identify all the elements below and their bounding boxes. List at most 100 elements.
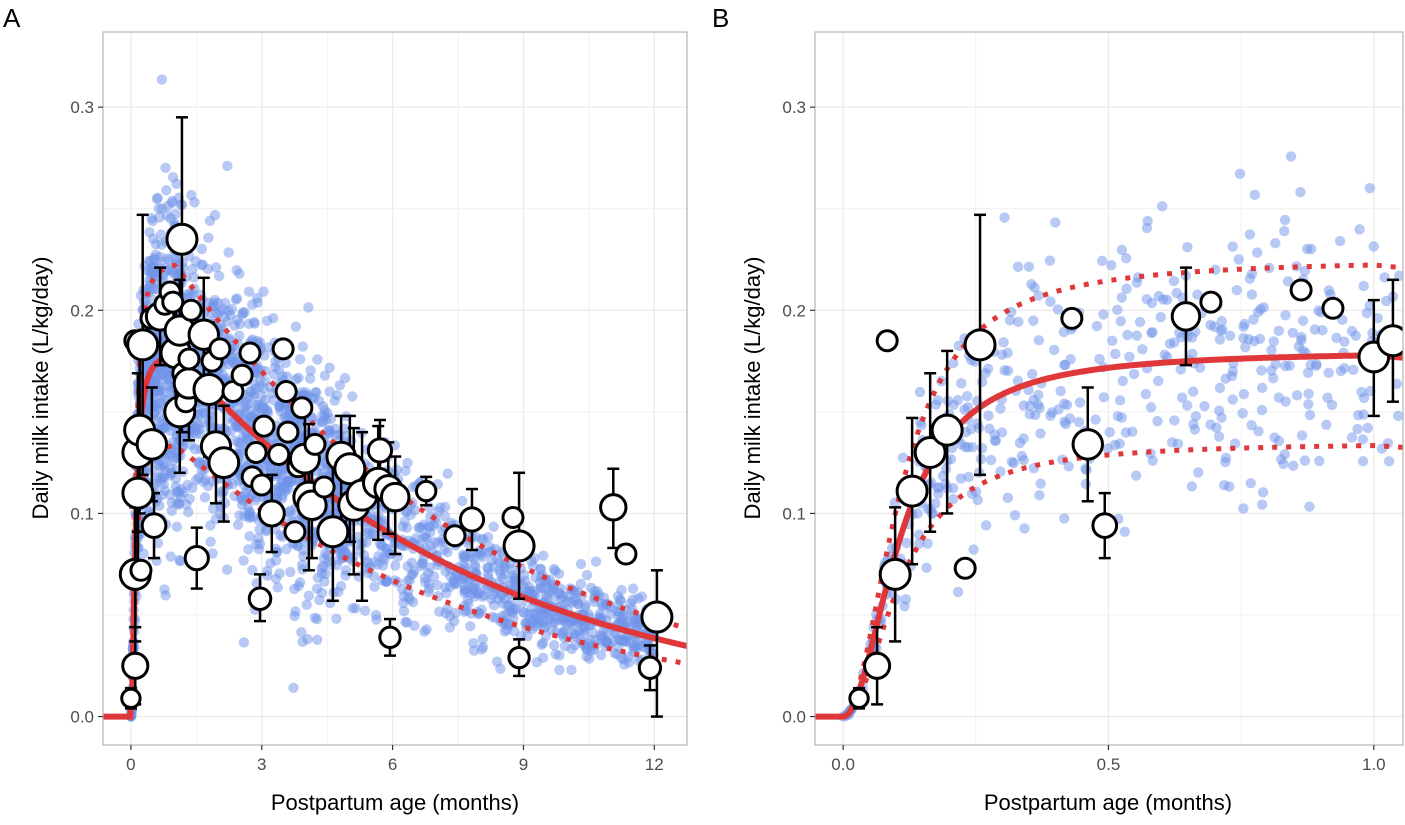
observed-means	[118, 116, 674, 718]
simulated-point	[1279, 225, 1290, 237]
simulated-point	[1013, 316, 1024, 328]
simulated-point	[1121, 283, 1132, 295]
simulated-point	[995, 403, 1006, 414]
simulated-point	[597, 631, 608, 642]
simulated-point	[584, 653, 595, 664]
simulated-point	[371, 614, 382, 625]
simulated-point	[1275, 454, 1287, 465]
simulated-point	[258, 286, 269, 297]
simulated-point	[598, 592, 610, 603]
simulated-point	[1364, 300, 1376, 311]
simulated-point	[369, 581, 380, 592]
simulated-point	[1107, 335, 1118, 346]
simulated-point	[1028, 394, 1039, 406]
fit-lower-band	[103, 443, 687, 720]
simulated-point	[1172, 438, 1184, 450]
simulated-point	[377, 515, 389, 526]
simulated-point	[962, 402, 974, 413]
simulated-point	[1080, 463, 1091, 474]
observed-mean-point	[507, 645, 531, 670]
simulated-point	[1314, 455, 1325, 467]
simulated-point	[616, 635, 627, 646]
simulated-point	[274, 483, 285, 494]
simulated-point	[162, 374, 173, 385]
simulated-point	[272, 582, 283, 593]
simulated-point	[168, 267, 179, 279]
y-tick-label: 0.3	[70, 98, 94, 117]
observed-mean-point	[267, 443, 291, 467]
simulated-point	[999, 212, 1010, 223]
simulated-point	[187, 264, 198, 275]
simulated-point	[1141, 294, 1152, 305]
simulated-point	[1209, 321, 1220, 332]
simulated-point	[1120, 252, 1132, 264]
simulated-point	[1256, 365, 1267, 376]
simulated-point	[1285, 151, 1297, 162]
simulated-point	[1238, 332, 1249, 344]
simulated-point	[1280, 396, 1291, 407]
simulated-point	[1035, 428, 1046, 439]
simulated-point	[1253, 426, 1264, 437]
simulated-point	[1153, 375, 1164, 387]
simulated-point	[1367, 327, 1378, 339]
simulated-point	[1012, 261, 1024, 273]
panel-label-a: A	[3, 3, 21, 33]
simulated-point	[1140, 388, 1152, 400]
simulated-point	[1061, 399, 1073, 411]
simulated-point	[440, 607, 451, 619]
simulated-point	[1157, 201, 1168, 212]
simulated-point	[579, 625, 590, 636]
simulated-point	[1116, 412, 1127, 423]
simulated-point	[1110, 348, 1121, 360]
observed-mean-point	[333, 452, 367, 486]
observed-mean-point	[135, 428, 169, 461]
simulated-point	[1186, 481, 1197, 492]
simulated-point	[323, 555, 334, 567]
observed-mean-point	[378, 625, 402, 649]
observed-mean-point	[179, 298, 203, 322]
observed-mean-point	[599, 493, 628, 522]
simulated-point	[320, 414, 332, 425]
simulated-point	[1321, 419, 1332, 430]
simulated-point	[1026, 279, 1037, 290]
observed-mean-point	[250, 473, 274, 497]
simulated-point	[947, 493, 959, 505]
simulated-point	[1252, 247, 1263, 258]
simulated-point	[1146, 327, 1157, 339]
simulated-point	[334, 380, 346, 391]
simulated-point	[297, 341, 309, 352]
simulated-point	[1244, 229, 1256, 240]
simulated-point	[1233, 254, 1245, 265]
simulated-point	[466, 582, 478, 593]
simulated-point	[286, 510, 297, 522]
simulated-point	[548, 640, 560, 651]
observed-means	[848, 213, 1403, 710]
simulated-point	[1334, 235, 1346, 247]
simulated-point	[165, 425, 176, 436]
simulated-point	[996, 349, 1008, 360]
simulated-point	[1216, 316, 1227, 327]
simulated-point	[628, 643, 639, 654]
simulated-point	[1291, 390, 1303, 401]
simulated-point	[1034, 489, 1045, 501]
simulated-point	[1273, 325, 1285, 336]
simulated-point	[243, 286, 255, 297]
simulated-point	[311, 386, 322, 398]
x-axis-title-a: Postpartum age (months)	[271, 790, 519, 815]
simulated-point	[1214, 334, 1226, 345]
simulated-point	[170, 208, 181, 220]
simulated-point	[1364, 182, 1376, 194]
simulated-point	[980, 520, 992, 531]
simulated-point	[234, 442, 246, 453]
simulated-point	[363, 529, 375, 540]
simulated-point	[376, 539, 387, 551]
simulated-point	[962, 441, 974, 453]
simulated-point	[1348, 364, 1359, 376]
simulated-point	[270, 573, 282, 584]
simulated-point	[1192, 289, 1203, 300]
observed-mean-point	[637, 655, 663, 680]
observed-mean-point	[271, 337, 295, 361]
simulated-point	[1130, 470, 1142, 481]
simulated-point	[390, 560, 401, 571]
simulated-point	[1249, 189, 1261, 201]
